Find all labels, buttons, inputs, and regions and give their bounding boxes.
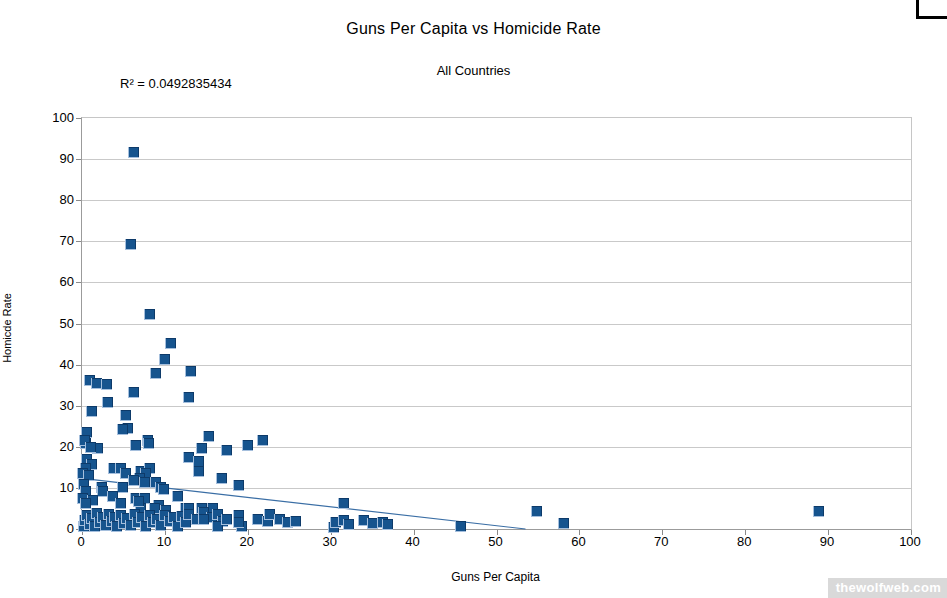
data-point: [130, 440, 141, 451]
data-point: [221, 445, 232, 456]
data-point: [242, 440, 253, 451]
data-point: [128, 475, 139, 486]
data-point: [290, 516, 301, 527]
data-point: [216, 473, 227, 484]
y-tick-label: 30: [34, 399, 74, 412]
x-axis-title: Guns Per Capita: [81, 570, 910, 584]
r-squared-label: R² = 0.0492835434: [120, 76, 232, 91]
data-point: [159, 354, 170, 365]
data-point: [128, 147, 139, 158]
data-point: [85, 442, 96, 453]
data-point: [198, 514, 209, 525]
x-tick-label: 60: [558, 534, 598, 549]
data-point: [183, 452, 194, 463]
y-tick: [76, 282, 81, 283]
x-tick-label: 100: [890, 534, 930, 549]
x-tick-label: 50: [476, 534, 516, 549]
y-tick-label: 50: [34, 317, 74, 330]
data-point: [102, 397, 113, 408]
y-tick-label: 10: [34, 481, 74, 494]
data-point: [143, 438, 154, 449]
data-point: [343, 519, 354, 530]
y-tick: [76, 118, 81, 119]
data-point: [172, 491, 183, 502]
chart-title: Guns Per Capita vs Homicide Rate: [0, 20, 947, 38]
data-point: [233, 517, 244, 528]
x-tick-label: 70: [641, 534, 681, 549]
data-point: [86, 406, 97, 417]
data-point: [382, 519, 393, 530]
data-point: [455, 521, 466, 532]
x-tick-label: 90: [807, 534, 847, 549]
y-axis-title: Homicde Rate: [1, 168, 13, 488]
data-point: [813, 506, 824, 517]
chart-canvas: Guns Per Capita vs Homicide Rate All Cou…: [0, 0, 947, 598]
data-point: [125, 239, 136, 250]
data-point: [144, 309, 155, 320]
data-point: [117, 482, 128, 493]
y-tick-label: 90: [34, 152, 74, 165]
y-tick: [76, 406, 81, 407]
data-point: [133, 496, 144, 507]
plot-area: [81, 117, 912, 530]
data-point: [558, 518, 569, 529]
y-tick: [76, 159, 81, 160]
data-point: [158, 484, 169, 495]
data-point: [338, 498, 349, 509]
corner-window-fragment: [916, 0, 947, 19]
x-tick-label: 30: [310, 534, 350, 549]
data-point: [203, 431, 214, 442]
data-point: [196, 443, 207, 454]
x-tick-label: 0: [61, 534, 101, 549]
y-tick-label: 60: [34, 275, 74, 288]
data-point: [139, 477, 150, 488]
data-point: [128, 387, 139, 398]
data-point: [117, 424, 128, 435]
data-point: [257, 435, 268, 446]
data-point: [165, 338, 176, 349]
x-tick-label: 20: [227, 534, 267, 549]
data-point: [80, 498, 91, 509]
y-tick-label: 40: [34, 358, 74, 371]
data-point: [185, 366, 196, 377]
data-point: [531, 506, 542, 517]
x-tick-label: 80: [724, 534, 764, 549]
y-tick-label: 20: [34, 440, 74, 453]
data-point: [120, 410, 131, 421]
data-point: [193, 466, 204, 477]
x-tick-label: 10: [144, 534, 184, 549]
y-tick-label: 80: [34, 193, 74, 206]
x-tick-label: 40: [393, 534, 433, 549]
y-tick: [76, 200, 81, 201]
data-point: [221, 514, 232, 525]
data-point: [183, 392, 194, 403]
data-point: [101, 379, 112, 390]
y-tick-label: 100: [34, 111, 74, 124]
y-tick: [76, 241, 81, 242]
data-point: [115, 498, 126, 509]
y-tick: [76, 365, 81, 366]
data-point: [150, 368, 161, 379]
y-tick: [76, 324, 81, 325]
data-point: [233, 480, 244, 491]
watermark: thewolfweb.com: [828, 578, 947, 598]
y-tick-label: 70: [34, 234, 74, 247]
